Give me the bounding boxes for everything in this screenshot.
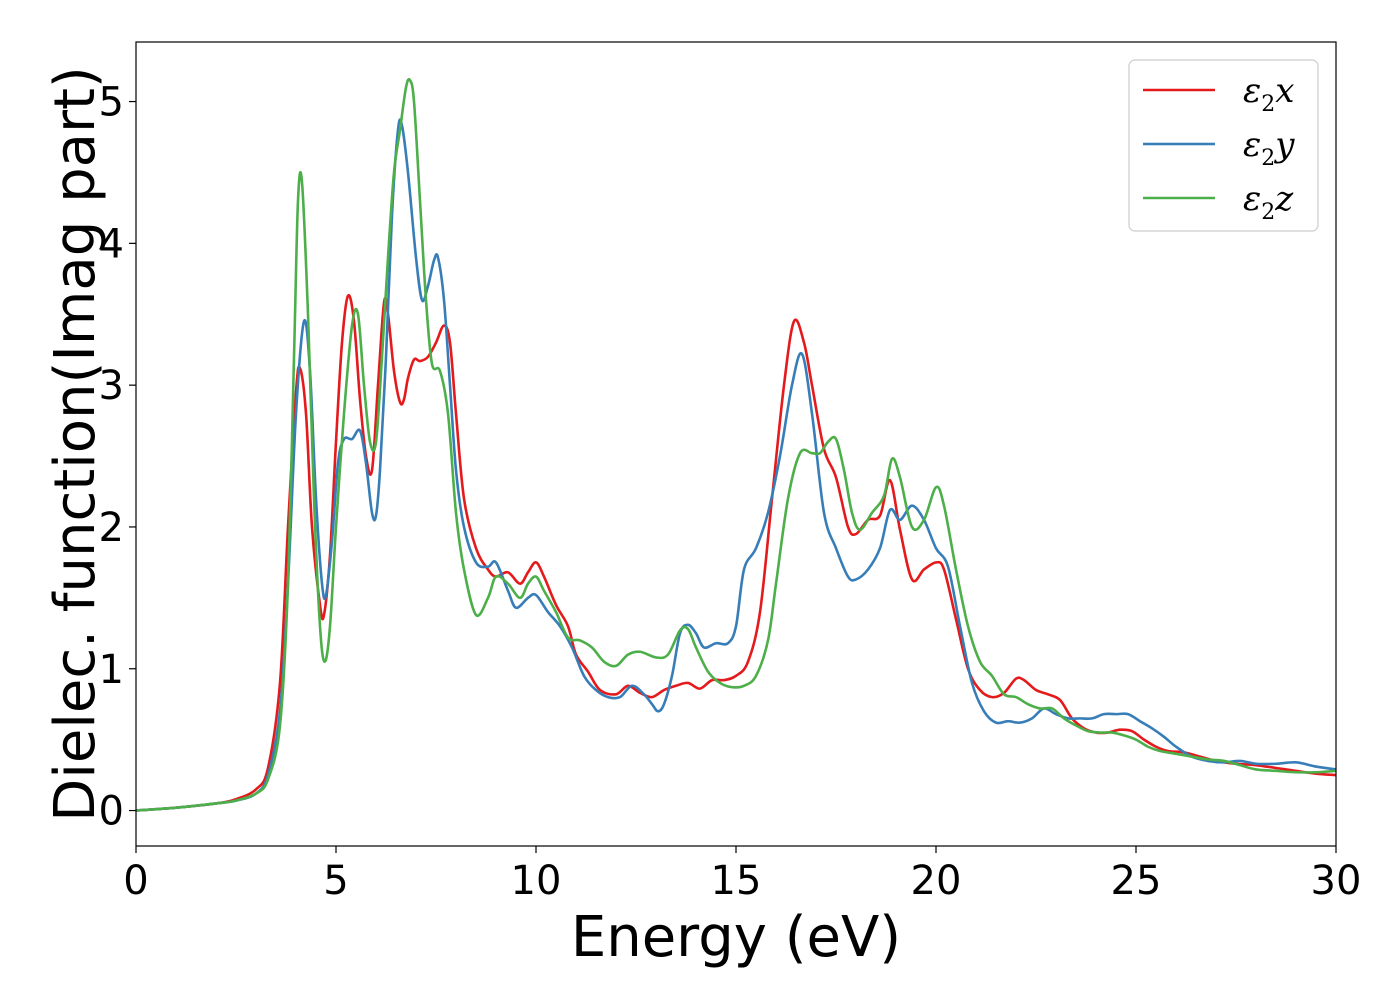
x-tick-label: 15 [711, 858, 762, 904]
x-axis-title: Energy (eV) [571, 905, 901, 970]
legend-label-x: ε2x [1243, 71, 1294, 117]
legend-label-y: ε2y [1243, 125, 1295, 171]
x-tick-label: 5 [323, 858, 348, 904]
series-line-z [136, 77, 1336, 812]
x-tick-label: 20 [911, 858, 962, 904]
y-tick-label: 3 [99, 363, 124, 409]
axis-ticks: 0 5 10 15 20 25 30 0 1 2 3 4 5 [99, 80, 1362, 904]
y-tick-label: 0 [99, 789, 124, 835]
x-tick-label: 25 [1111, 858, 1162, 904]
y-tick-label: 1 [99, 647, 124, 693]
legend-box [1128, 59, 1319, 232]
x-tick-label: 30 [1311, 858, 1362, 904]
series-line-y [136, 118, 1336, 812]
series-layer [136, 77, 1336, 812]
x-tick-label: 0 [123, 858, 148, 904]
legend: ε2x ε2y ε2z [1128, 59, 1319, 232]
x-tick-label: 10 [511, 858, 562, 904]
y-tick-label: 4 [99, 221, 124, 267]
y-tick-label: 5 [99, 80, 124, 126]
y-tick-label: 2 [99, 505, 124, 551]
y-axis-title: Dielec. function(Imag part) [43, 66, 108, 822]
legend-label-z: ε2z [1243, 179, 1294, 225]
